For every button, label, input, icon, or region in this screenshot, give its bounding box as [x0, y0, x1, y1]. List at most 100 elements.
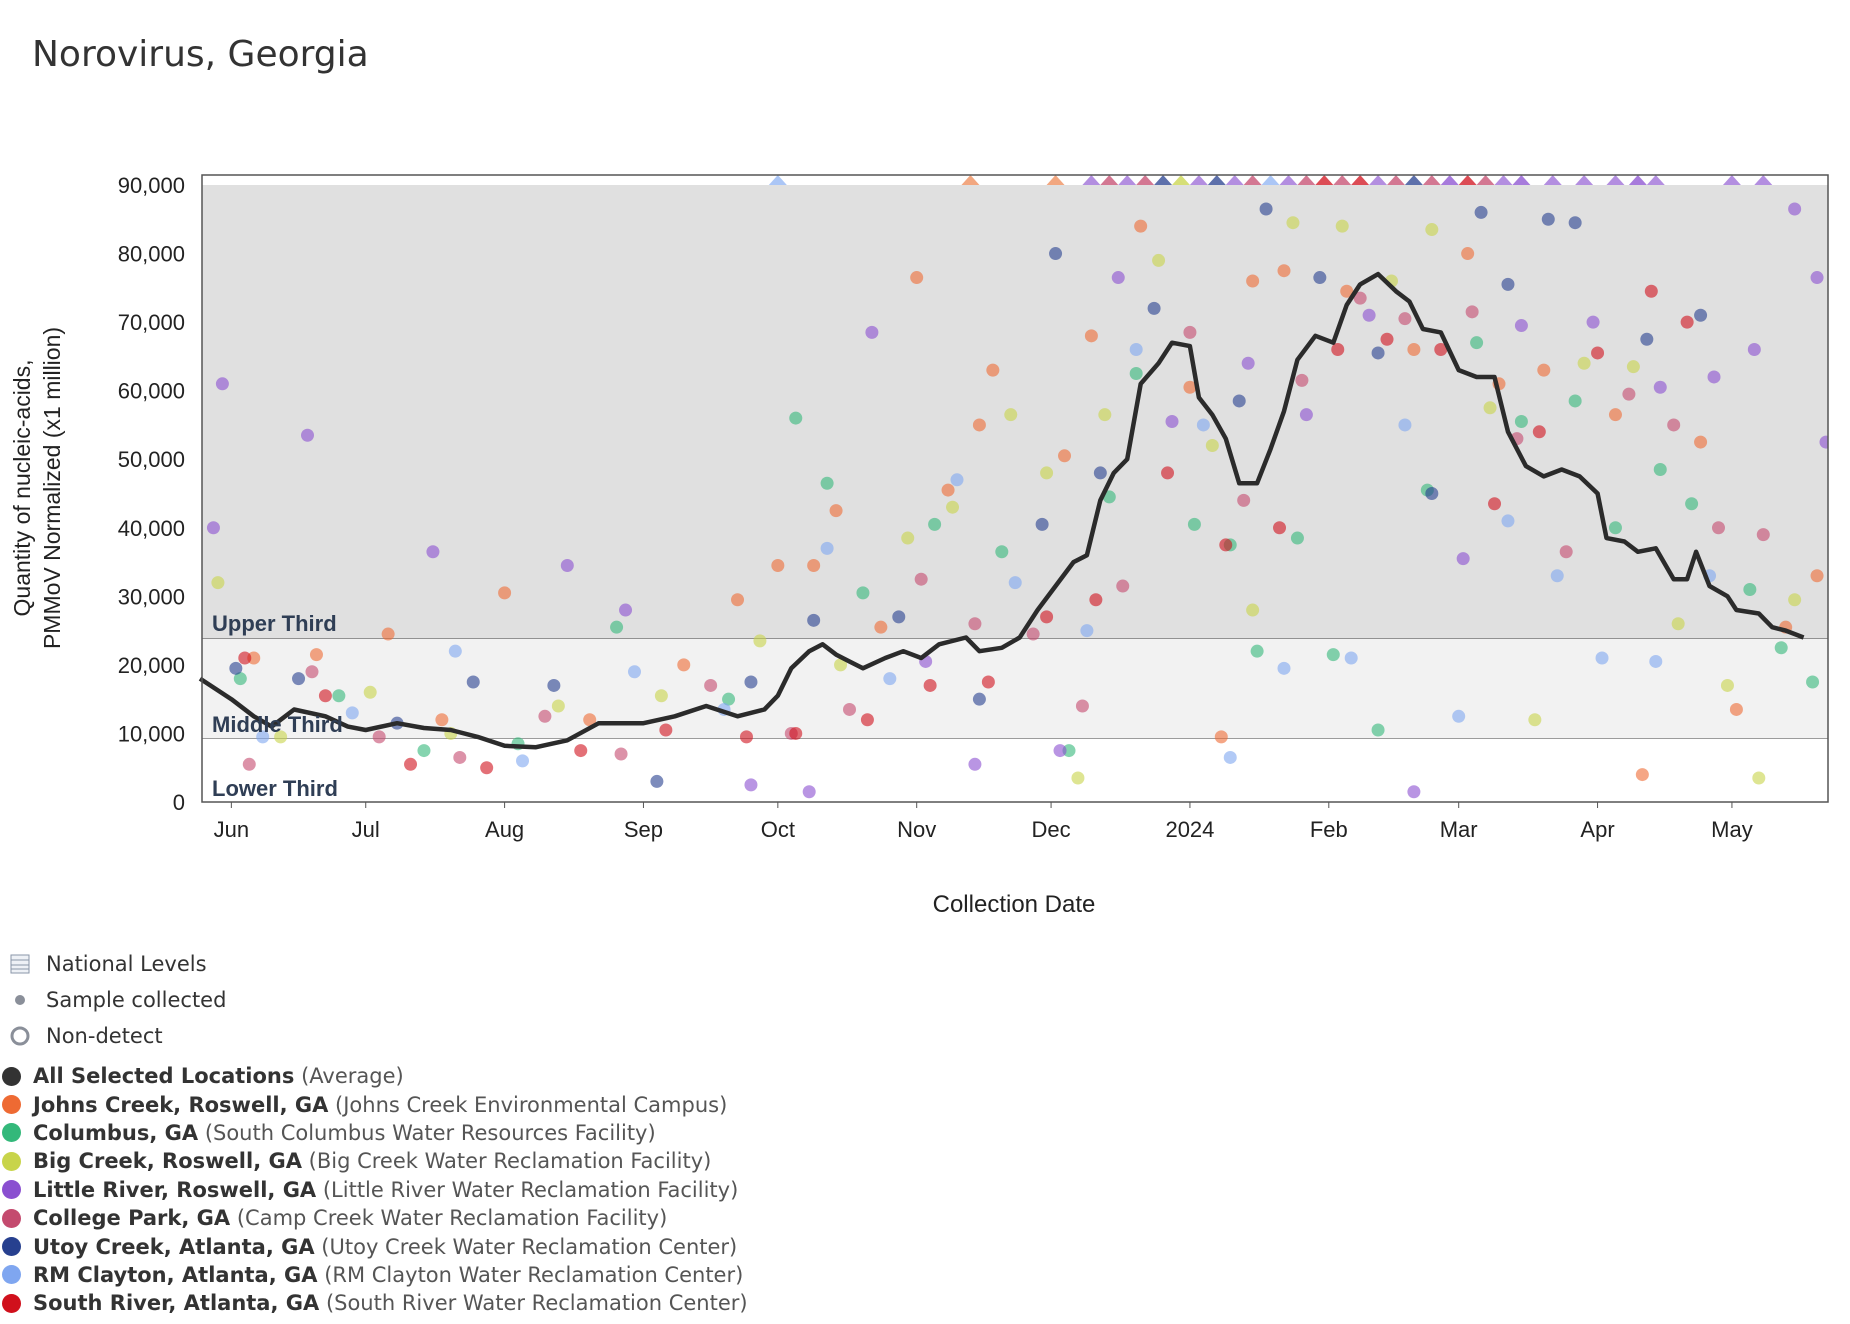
- data-point-johns-creek-roswell-ga[interactable]: [435, 713, 449, 727]
- data-point-south-river-atlanta-ga[interactable]: [480, 761, 494, 775]
- data-point-columbus-ga[interactable]: [610, 620, 624, 634]
- above-range-triangle[interactable]: [1543, 175, 1562, 185]
- data-point-big-creek-roswell-ga[interactable]: [1205, 439, 1219, 453]
- data-point-columbus-ga[interactable]: [417, 744, 431, 758]
- data-point-college-park-ga[interactable]: [1559, 545, 1573, 559]
- above-range-triangle[interactable]: [1297, 175, 1316, 185]
- data-point-big-creek-roswell-ga[interactable]: [1425, 223, 1439, 237]
- data-point-college-park-ga[interactable]: [1353, 291, 1367, 305]
- above-range-triangle[interactable]: [1315, 175, 1334, 185]
- data-point-rm-clayton-atlanta-ga[interactable]: [1398, 418, 1412, 432]
- data-point-big-creek-roswell-ga[interactable]: [753, 634, 767, 648]
- data-point-little-river-roswell-ga[interactable]: [1653, 380, 1667, 394]
- data-point-johns-creek-roswell-ga[interactable]: [1810, 569, 1824, 583]
- data-point-rm-clayton-atlanta-ga[interactable]: [256, 730, 270, 744]
- data-point-rm-clayton-atlanta-ga[interactable]: [820, 541, 834, 555]
- above-range-triangle[interactable]: [1279, 175, 1298, 185]
- data-point-big-creek-roswell-ga[interactable]: [211, 576, 225, 590]
- data-point-big-creek-roswell-ga[interactable]: [834, 658, 848, 672]
- data-point-little-river-roswell-ga[interactable]: [426, 545, 440, 559]
- data-point-little-river-roswell-ga[interactable]: [1165, 415, 1179, 429]
- data-point-big-creek-roswell-ga[interactable]: [901, 531, 915, 545]
- above-range-triangle[interactable]: [1458, 175, 1477, 185]
- legend-location-little-river-roswell-ga[interactable]: Little River, Roswell, GA (Little River …: [2, 1176, 748, 1204]
- data-point-rm-clayton-atlanta-ga[interactable]: [1595, 651, 1609, 665]
- above-range-triangle[interactable]: [1575, 175, 1594, 185]
- data-point-utoy-creek-atlanta-ga[interactable]: [1093, 466, 1107, 480]
- average-line[interactable]: [198, 271, 1805, 750]
- data-point-johns-creek-roswell-ga[interactable]: [498, 586, 512, 600]
- data-point-little-river-roswell-ga[interactable]: [968, 757, 982, 771]
- above-range-triangle[interactable]: [1225, 175, 1244, 185]
- legend-national-levels[interactable]: National Levels: [8, 946, 226, 982]
- legend-location-big-creek-roswell-ga[interactable]: Big Creek, Roswell, GA (Big Creek Water …: [2, 1147, 748, 1175]
- data-point-big-creek-roswell-ga[interactable]: [1152, 253, 1166, 267]
- data-point-johns-creek-roswell-ga[interactable]: [381, 627, 395, 641]
- data-point-south-river-atlanta-ga[interactable]: [1488, 497, 1502, 511]
- data-point-columbus-ga[interactable]: [820, 476, 834, 490]
- legend-location-utoy-creek-atlanta-ga[interactable]: Utoy Creek, Atlanta, GA (Utoy Creek Wate…: [2, 1232, 748, 1260]
- data-point-columbus-ga[interactable]: [722, 692, 736, 706]
- data-point-johns-creek-roswell-ga[interactable]: [910, 271, 924, 285]
- data-point-little-river-roswell-ga[interactable]: [301, 428, 315, 442]
- data-point-south-river-atlanta-ga[interactable]: [860, 713, 874, 727]
- data-point-utoy-creek-atlanta-ga[interactable]: [1147, 301, 1161, 315]
- data-point-south-river-atlanta-ga[interactable]: [1089, 593, 1103, 607]
- data-point-rm-clayton-atlanta-ga[interactable]: [1344, 651, 1358, 665]
- data-point-columbus-ga[interactable]: [1608, 521, 1622, 535]
- data-point-college-park-ga[interactable]: [914, 572, 928, 586]
- data-point-columbus-ga[interactable]: [1568, 394, 1582, 408]
- data-point-college-park-ga[interactable]: [242, 757, 256, 771]
- data-point-college-park-ga[interactable]: [1756, 528, 1770, 542]
- data-point-little-river-roswell-ga[interactable]: [1707, 370, 1721, 384]
- data-point-johns-creek-roswell-ga[interactable]: [1407, 343, 1421, 357]
- data-point-utoy-creek-atlanta-ga[interactable]: [1694, 308, 1708, 322]
- data-point-little-river-roswell-ga[interactable]: [206, 521, 220, 535]
- above-range-triangle[interactable]: [1628, 175, 1647, 185]
- data-point-south-river-atlanta-ga[interactable]: [789, 726, 803, 740]
- above-range-triangle[interactable]: [1606, 175, 1625, 185]
- above-range-triangle[interactable]: [1243, 175, 1262, 185]
- data-point-columbus-ga[interactable]: [233, 672, 247, 686]
- data-point-rm-clayton-atlanta-ga[interactable]: [1649, 654, 1663, 668]
- data-point-rm-clayton-atlanta-ga[interactable]: [1277, 661, 1291, 675]
- data-point-utoy-creek-atlanta-ga[interactable]: [1640, 332, 1654, 346]
- data-point-south-river-atlanta-ga[interactable]: [238, 651, 252, 665]
- data-point-little-river-roswell-ga[interactable]: [1586, 315, 1600, 329]
- data-point-columbus-ga[interactable]: [1470, 336, 1484, 350]
- above-range-triangle[interactable]: [1754, 175, 1773, 185]
- data-point-utoy-creek-atlanta-ga[interactable]: [1568, 216, 1582, 230]
- data-point-south-river-atlanta-ga[interactable]: [1532, 425, 1546, 439]
- above-range-triangle[interactable]: [1100, 175, 1119, 185]
- data-point-rm-clayton-atlanta-ga[interactable]: [1080, 624, 1094, 638]
- data-point-johns-creek-roswell-ga[interactable]: [1340, 284, 1354, 298]
- data-point-rm-clayton-atlanta-ga[interactable]: [1550, 569, 1564, 583]
- data-point-johns-creek-roswell-ga[interactable]: [731, 593, 745, 607]
- data-point-johns-creek-roswell-ga[interactable]: [941, 483, 955, 497]
- data-point-utoy-creek-atlanta-ga[interactable]: [807, 613, 821, 627]
- above-range-triangle[interactable]: [1333, 175, 1352, 185]
- data-point-johns-creek-roswell-ga[interactable]: [1214, 730, 1228, 744]
- data-point-college-park-ga[interactable]: [1667, 418, 1681, 432]
- data-point-south-river-atlanta-ga[interactable]: [659, 723, 673, 737]
- data-point-utoy-creek-atlanta-ga[interactable]: [1371, 346, 1385, 360]
- data-point-johns-creek-roswell-ga[interactable]: [771, 558, 785, 572]
- data-point-little-river-roswell-ga[interactable]: [1819, 435, 1833, 449]
- above-range-triangle[interactable]: [1369, 175, 1388, 185]
- data-point-columbus-ga[interactable]: [1371, 723, 1385, 737]
- data-point-little-river-roswell-ga[interactable]: [1788, 202, 1802, 216]
- above-range-triangle[interactable]: [1422, 175, 1441, 185]
- data-point-little-river-roswell-ga[interactable]: [865, 325, 879, 339]
- data-point-johns-creek-roswell-ga[interactable]: [972, 418, 986, 432]
- data-point-big-creek-roswell-ga[interactable]: [551, 699, 565, 713]
- above-range-triangle[interactable]: [1082, 175, 1101, 185]
- data-point-utoy-creek-atlanta-ga[interactable]: [1474, 205, 1488, 219]
- data-point-columbus-ga[interactable]: [1774, 641, 1788, 655]
- data-point-johns-creek-roswell-ga[interactable]: [247, 651, 261, 665]
- data-point-rm-clayton-atlanta-ga[interactable]: [1196, 418, 1210, 432]
- data-point-little-river-roswell-ga[interactable]: [1362, 308, 1376, 322]
- data-point-little-river-roswell-ga[interactable]: [619, 603, 633, 617]
- data-point-utoy-creek-atlanta-ga[interactable]: [650, 774, 664, 788]
- data-point-utoy-creek-atlanta-ga[interactable]: [1259, 202, 1273, 216]
- data-point-johns-creek-roswell-ga[interactable]: [874, 620, 888, 634]
